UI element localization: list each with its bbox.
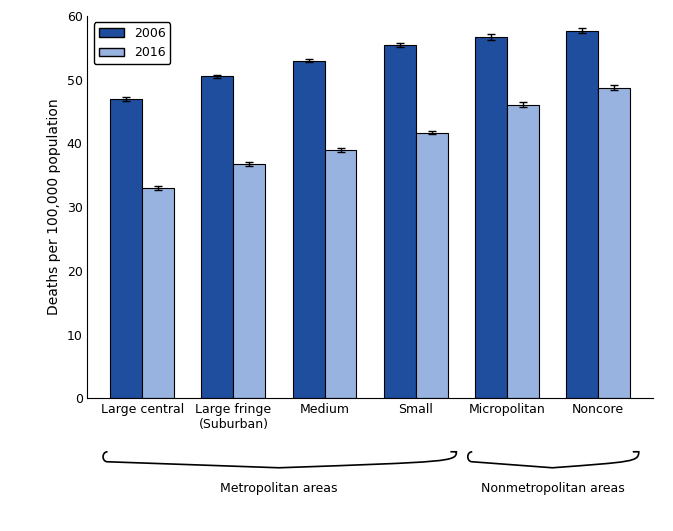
Bar: [416, 133, 448, 398]
Bar: [293, 61, 324, 398]
Text: Metropolitan areas: Metropolitan areas: [220, 482, 338, 495]
Bar: [566, 31, 598, 398]
Bar: [201, 76, 234, 398]
Bar: [475, 37, 507, 398]
Bar: [110, 99, 142, 398]
Bar: [598, 88, 630, 398]
Bar: [507, 105, 539, 398]
Bar: [384, 45, 416, 398]
Bar: [324, 150, 357, 398]
Legend: 2006, 2016: 2006, 2016: [94, 22, 170, 64]
Text: Nonmetropolitan areas: Nonmetropolitan areas: [481, 482, 625, 495]
Y-axis label: Deaths per 100,000 population: Deaths per 100,000 population: [47, 99, 61, 315]
Bar: [234, 165, 265, 398]
Bar: [142, 188, 174, 398]
